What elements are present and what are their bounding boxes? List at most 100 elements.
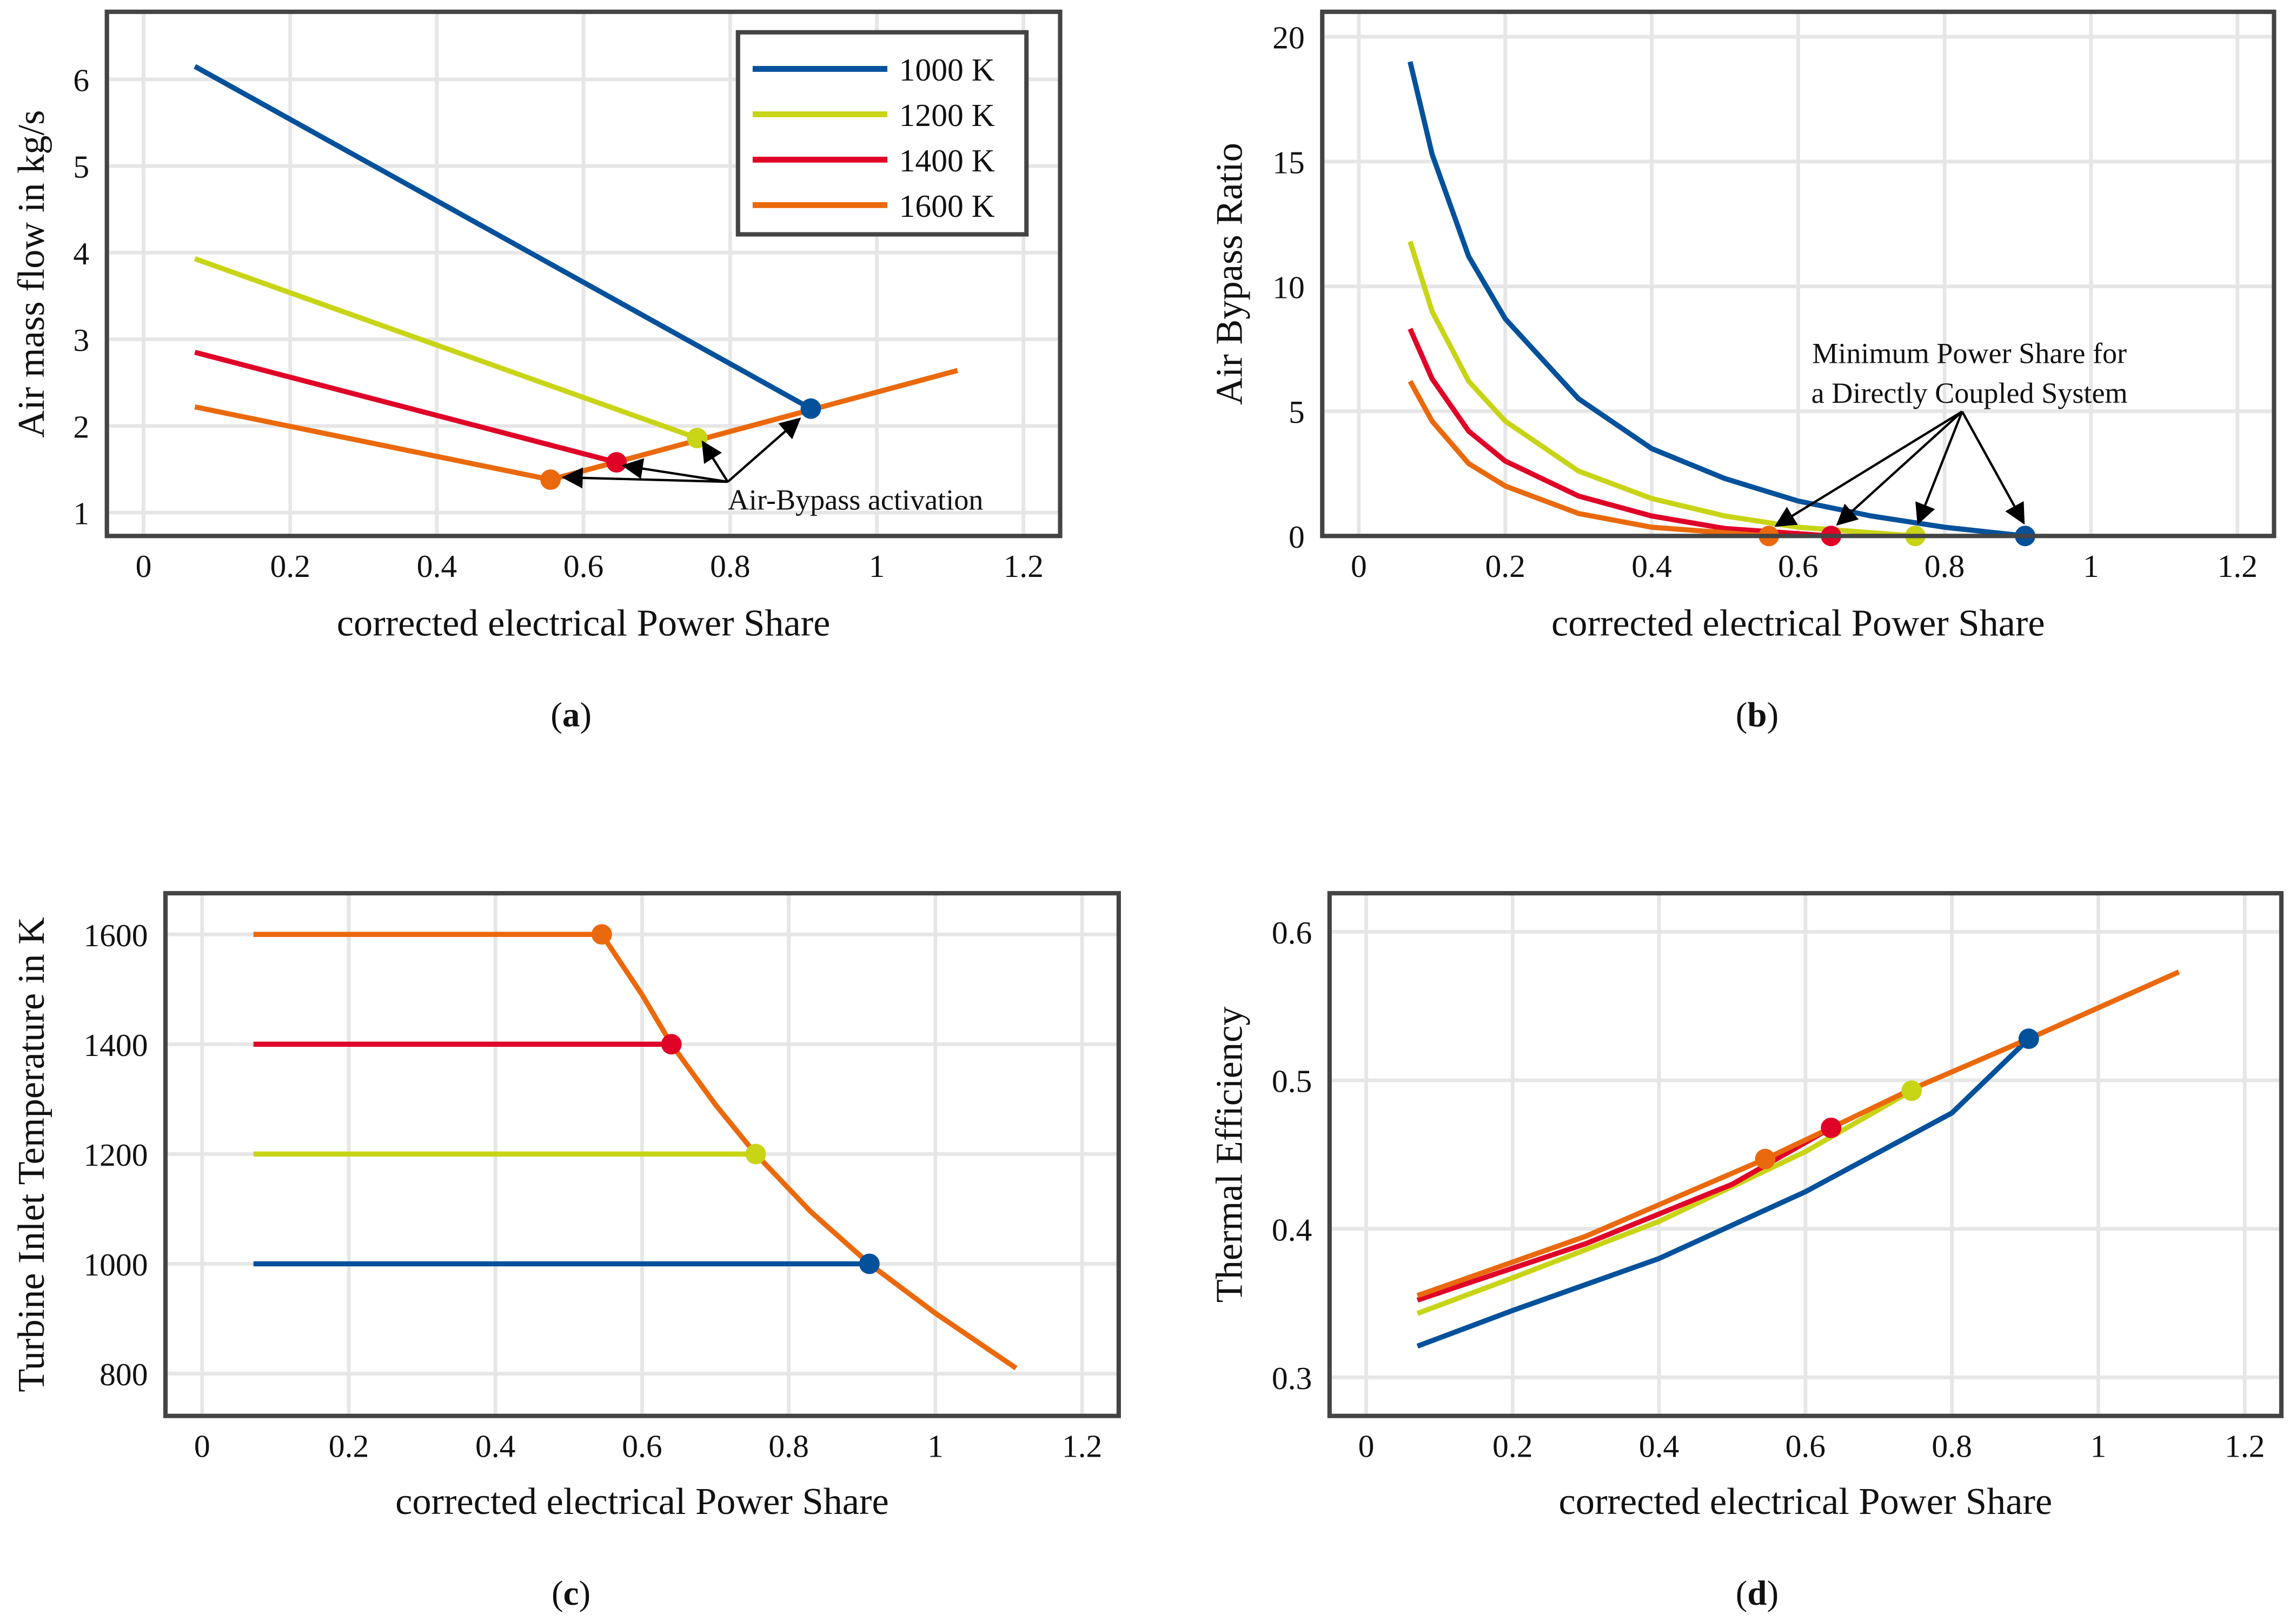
x-tick-label: 1.2 (1062, 1429, 1102, 1464)
y-tick-label: 4 (73, 236, 89, 271)
annotation-arrow (1774, 410, 1963, 527)
marker-1600k (1755, 1148, 1776, 1170)
x-tick-label: 1 (869, 548, 885, 584)
x-tick-label: 0.6 (1786, 1429, 1826, 1464)
y-axis-label: Turbine Inlet Temperature in K (10, 917, 52, 1392)
x-tick-label: 0.8 (1932, 1429, 1972, 1464)
axes-frame (1327, 891, 2284, 1418)
annotation: Air-Bypass activation (561, 417, 984, 516)
x-tick-label: 1 (2091, 1429, 2107, 1464)
chart-panel-a: 0 0.2 0.4 0.6 0.8 1 1.2 1 2 3 4 5 6 corrected electri… (10, 9, 1063, 734)
y-axis-label: Thermal Efficiency (1208, 1006, 1250, 1303)
annotation-arrow (1961, 411, 2025, 525)
y-tick-label: 2 (73, 409, 89, 444)
y-tick-label: 1200 (83, 1137, 148, 1173)
annotation-text: Air-Bypass activation (728, 484, 984, 516)
y-tick-label: 0.5 (1272, 1064, 1312, 1099)
marker-1000k (800, 398, 821, 419)
x-tick-label: 0.8 (768, 1429, 808, 1464)
y-tick-label: 1 (73, 496, 89, 532)
y-tick-label: 1600 (83, 918, 148, 953)
y-tick-label: 5 (73, 149, 89, 185)
x-tick-label: 1 (927, 1429, 944, 1464)
marker-1400k (606, 452, 627, 473)
annotation-arrow (727, 417, 801, 483)
x-tick-label: 0.2 (1492, 1429, 1532, 1464)
legend-label: 1200 K (899, 97, 995, 133)
y-axis-label: Air mass flow in kg/s (10, 110, 52, 437)
x-tick-label: 0.4 (1639, 1429, 1679, 1464)
marker-1600k (591, 924, 612, 945)
x-tick-label: 0.4 (1631, 548, 1671, 584)
series-line-1400k (1408, 328, 1832, 539)
x-axis-label: corrected electrical Power Share (1551, 602, 2045, 644)
annotation-arrow (701, 440, 729, 483)
marker-1000k (859, 1253, 880, 1274)
axes-frame (1320, 9, 2277, 539)
y-tick-label: 1000 (83, 1247, 148, 1283)
x-tick-label: 0.6 (622, 1429, 662, 1464)
y-tick-label: 800 (99, 1357, 148, 1392)
x-tick-label: 0.2 (1485, 548, 1525, 584)
series-line-1600k (1408, 380, 1769, 539)
x-tick-label: 0 (1358, 1429, 1375, 1464)
annotation-arrow (1915, 411, 1963, 525)
x-tick-label: 0.4 (475, 1429, 515, 1464)
panel-caption: (b) (1736, 695, 1779, 734)
x-tick-label: 0 (1351, 548, 1367, 584)
x-tick-label: 1 (2083, 548, 2099, 584)
marker-1400k (1821, 1117, 1842, 1138)
series-line-1600k (253, 932, 1018, 1371)
y-tick-label: 0 (1289, 519, 1305, 555)
y-tick-label: 0.6 (1272, 915, 1312, 951)
series-line-1400k (194, 349, 618, 465)
x-tick-label: 0.8 (710, 548, 750, 584)
series-line-1000k (194, 64, 812, 411)
y-tick-label: 3 (73, 322, 89, 358)
y-axis-label: Air Bypass Ratio (1208, 143, 1250, 405)
legend-label: 1600 K (899, 188, 995, 224)
y-tick-label: 1400 (83, 1027, 148, 1063)
y-tick-label: 6 (73, 62, 89, 98)
x-tick-label: 0.2 (329, 1429, 369, 1464)
marker-1200k (745, 1144, 766, 1165)
chart-panel-d: 0 0.2 0.4 0.6 0.8 1 1.2 0.3 0.4 0.5 0.6 corrected e… (1208, 891, 2284, 1613)
annotation-arrow (621, 458, 728, 483)
series-line-1400k (1416, 1125, 1833, 1303)
chart-panel-b: 0 0.2 0.4 0.6 0.8 1 1.2 0 5 10 15 20 corrected elect… (1208, 9, 2277, 734)
legend: 1000 K 1200 K 1400 K 1600 K (735, 30, 1029, 237)
axes-frame (163, 891, 1121, 1418)
marker-1000k (2018, 1028, 2039, 1049)
x-tick-label: 0 (136, 548, 152, 584)
y-tick-label: 15 (1272, 144, 1305, 180)
marker-1200k (1901, 1080, 1922, 1101)
annotation-text: Minimum Power Share for (1812, 337, 2127, 370)
x-tick-label: 0 (194, 1429, 210, 1464)
chart-panel-c: 0 0.2 0.4 0.6 0.8 1 1.2 800 1000 1200 1400 1600 corr… (10, 891, 1121, 1613)
marker-1600k (540, 469, 561, 490)
panel-caption: (c) (552, 1574, 590, 1613)
annotation-text: a Directly Coupled System (1811, 377, 2128, 409)
x-axis-label: corrected electrical Power Share (337, 602, 831, 644)
x-tick-label: 1.2 (2217, 548, 2257, 584)
annotation-arrow (561, 467, 728, 489)
x-axis-label: corrected electrical Power Share (395, 1480, 889, 1523)
y-tick-label: 0.3 (1272, 1360, 1312, 1396)
series-line-1000k (1416, 1037, 2031, 1349)
y-tick-label: 0.4 (1272, 1212, 1312, 1247)
x-axis-label: corrected electrical Power Share (1559, 1480, 2053, 1523)
axes-frame (104, 9, 1063, 539)
x-tick-label: 0.8 (1925, 548, 1965, 584)
panel-caption: (d) (1736, 1574, 1779, 1613)
annotation-arrow (1836, 410, 1963, 526)
x-tick-label: 0.6 (1778, 548, 1818, 584)
marker-1400k (661, 1034, 682, 1055)
series-line-1200k (1408, 241, 1916, 539)
x-tick-label: 0.2 (270, 548, 310, 584)
series-line-1000k (1408, 61, 2026, 539)
x-tick-label: 1.2 (1003, 548, 1043, 584)
legend-label: 1000 K (899, 52, 995, 88)
y-tick-label: 10 (1272, 269, 1305, 305)
panel-caption: (a) (550, 695, 592, 734)
y-tick-label: 5 (1289, 394, 1305, 430)
